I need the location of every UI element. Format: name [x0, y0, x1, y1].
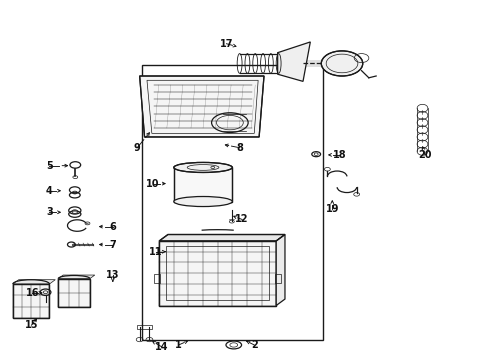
Bar — [13, 284, 49, 318]
Text: 1: 1 — [175, 340, 182, 350]
Bar — [275, 274, 281, 283]
Bar — [13, 284, 49, 318]
Text: 6: 6 — [109, 222, 116, 231]
Text: 8: 8 — [236, 143, 243, 153]
Text: 17: 17 — [219, 39, 233, 49]
Text: 20: 20 — [417, 150, 431, 160]
Text: 5: 5 — [46, 161, 53, 171]
Bar — [137, 324, 152, 329]
Ellipse shape — [173, 162, 232, 172]
Text: 16: 16 — [25, 288, 39, 298]
Bar — [173, 167, 232, 202]
Polygon shape — [13, 280, 55, 284]
Bar — [142, 65, 322, 339]
Bar — [154, 274, 160, 283]
Text: 10: 10 — [146, 179, 159, 189]
Text: 19: 19 — [325, 204, 338, 214]
Bar — [58, 279, 90, 307]
Text: 9: 9 — [134, 143, 141, 153]
Polygon shape — [159, 234, 285, 241]
Text: 14: 14 — [155, 342, 168, 352]
Text: 2: 2 — [250, 340, 257, 350]
Text: 7: 7 — [109, 239, 116, 249]
Text: 4: 4 — [46, 186, 53, 196]
Ellipse shape — [173, 197, 232, 207]
Polygon shape — [58, 275, 95, 279]
Text: 18: 18 — [332, 150, 346, 160]
Text: 11: 11 — [149, 247, 162, 257]
Polygon shape — [277, 42, 310, 81]
Bar — [58, 279, 90, 307]
Text: 13: 13 — [106, 270, 120, 280]
Text: 3: 3 — [46, 207, 53, 217]
Polygon shape — [276, 234, 285, 306]
Bar — [159, 241, 276, 306]
Text: 15: 15 — [24, 320, 38, 330]
Bar — [173, 167, 232, 202]
Polygon shape — [140, 76, 264, 137]
Text: 12: 12 — [235, 215, 248, 224]
Bar — [159, 241, 276, 306]
Ellipse shape — [321, 51, 362, 76]
Bar — [166, 246, 268, 300]
